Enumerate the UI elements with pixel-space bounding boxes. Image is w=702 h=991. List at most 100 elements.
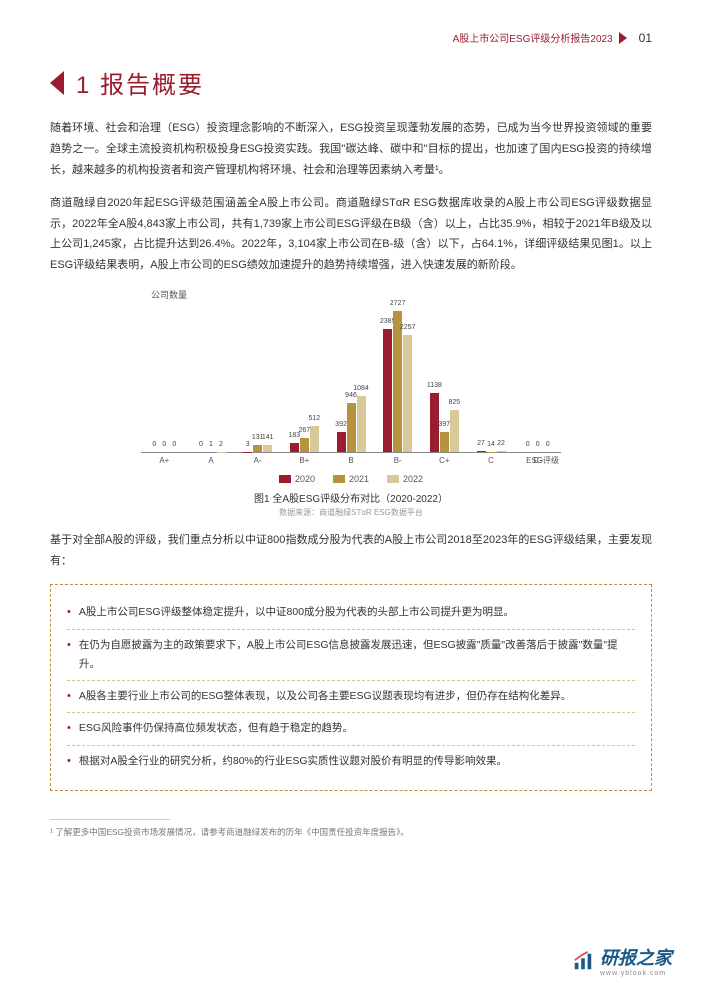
bar-group: 012 bbox=[188, 303, 235, 452]
header-arrow-icon bbox=[619, 32, 627, 44]
finding-text: ESG风险事件仍保持高位频发状态，但有趋于稳定的趋势。 bbox=[79, 719, 353, 739]
bar: 14 bbox=[487, 452, 496, 453]
finding-text: 根据对A股全行业的研究分析，约80%的行业ESG实质性议题对股价有明显的传导影响… bbox=[79, 752, 507, 772]
bar: 141 bbox=[263, 445, 272, 452]
bar-value-label: 267 bbox=[299, 427, 311, 434]
xtick-label: B- bbox=[374, 456, 421, 465]
bar: 825 bbox=[450, 410, 459, 453]
chart-area: 0000123131141183267512392946108423852727… bbox=[141, 303, 561, 453]
chart-icon bbox=[572, 950, 594, 972]
finding-text: A股上市公司ESG评级整体稳定提升，以中证800成分股为代表的头部上市公司提升更… bbox=[79, 603, 514, 623]
finding-text: 在仍为自愿披露为主的政策要求下，A股上市公司ESG信息披露发展迅速，但ESG披露… bbox=[79, 636, 635, 674]
bar: 183 bbox=[290, 443, 299, 452]
chart-container: 公司数量 00001231311411832675123929461084238… bbox=[141, 288, 561, 518]
bar: 392 bbox=[337, 432, 346, 452]
paragraph-3: 基于对全部A股的评级，我们重点分析以中证800指数成分股为代表的A股上市公司20… bbox=[50, 530, 652, 572]
bullet-icon: • bbox=[67, 636, 71, 674]
bar-value-label: 0 bbox=[162, 441, 166, 448]
bar: 131 bbox=[253, 445, 262, 452]
bar-group: 183267512 bbox=[281, 303, 328, 452]
bar: 267 bbox=[300, 438, 309, 452]
xtick-label: A+ bbox=[141, 456, 188, 465]
bar-group: 238527272257 bbox=[374, 303, 421, 452]
finding-item: • 根据对A股全行业的研究分析，约80%的行业ESG实质性议题对股价有明显的传导影… bbox=[67, 746, 635, 778]
bar: 2385 bbox=[383, 329, 392, 453]
paragraph-1: 随着环境、社会和治理（ESG）投资理念影响的不断深入，ESG投资呈现蓬勃发展的态… bbox=[50, 118, 652, 181]
watermark-text: 研报之家 bbox=[600, 944, 672, 970]
bar-value-label: 946 bbox=[345, 392, 357, 399]
header-title: A股上市公司ESG评级分析报告2023 bbox=[453, 30, 613, 45]
page: A股上市公司ESG评级分析报告2023 01 1 报告概要 随着环境、社会和治理… bbox=[0, 0, 702, 991]
bar-value-label: 0 bbox=[546, 441, 550, 448]
bar-value-label: 27 bbox=[477, 440, 485, 447]
bullet-icon: • bbox=[67, 719, 71, 739]
bar-group: 1138397825 bbox=[421, 303, 468, 452]
header-bar: A股上市公司ESG评级分析报告2023 01 bbox=[50, 30, 652, 45]
xtick-label: C bbox=[468, 456, 515, 465]
bar-value-label: 14 bbox=[487, 441, 495, 448]
bar-group: 271422 bbox=[468, 303, 515, 452]
legend-swatch bbox=[279, 475, 291, 483]
bar: 22 bbox=[497, 451, 506, 452]
bar-value-label: 825 bbox=[449, 399, 461, 406]
bar: 1138 bbox=[430, 393, 439, 452]
bar: 512 bbox=[310, 426, 319, 453]
bar-value-label: 512 bbox=[309, 415, 321, 422]
bar-value-label: 3 bbox=[246, 441, 250, 448]
watermark-text-wrap: 研报之家 www.yblook.com bbox=[600, 944, 672, 977]
findings-box: • A股上市公司ESG评级整体稳定提升，以中证800成分股为代表的头部上市公司提升… bbox=[50, 584, 652, 791]
finding-item: •在仍为自愿披露为主的政策要求下，A股上市公司ESG信息披露发展迅速，但ESG披… bbox=[67, 630, 635, 681]
chart-legend: 2020 2021 2022 bbox=[141, 474, 561, 484]
legend-swatch bbox=[387, 475, 399, 483]
bar: 2257 bbox=[403, 335, 412, 452]
legend-swatch bbox=[333, 475, 345, 483]
bar-value-label: 141 bbox=[262, 434, 274, 441]
watermark: 研报之家 www.yblook.com bbox=[572, 944, 672, 977]
bar-group: 000 bbox=[141, 303, 188, 452]
footnote-separator bbox=[50, 819, 170, 820]
bar-value-label: 397 bbox=[439, 421, 451, 428]
bar-value-label: 0 bbox=[526, 441, 530, 448]
bar-value-label: 2727 bbox=[390, 300, 406, 307]
bar: 946 bbox=[347, 403, 356, 452]
finding-item: • ESG风险事件仍保持高位频发状态，但有趋于稳定的趋势。 bbox=[67, 713, 635, 746]
xtick-label: B bbox=[328, 456, 375, 465]
legend-item: 2021 bbox=[333, 474, 369, 484]
bar-value-label: 392 bbox=[335, 421, 347, 428]
chart-xaxis: A+AA-B+BB-C+CC- bbox=[141, 456, 561, 465]
chart-xlabel: ESG评级 bbox=[526, 455, 559, 466]
bullet-icon: • bbox=[67, 752, 71, 772]
legend-item: 2020 bbox=[279, 474, 315, 484]
bullet-icon: • bbox=[67, 687, 71, 707]
section-heading: 1 报告概要 bbox=[50, 65, 652, 100]
xtick-label: C+ bbox=[421, 456, 468, 465]
bar-value-label: 2257 bbox=[400, 324, 416, 331]
chart-ylabel: 公司数量 bbox=[151, 288, 561, 301]
bar: 2727 bbox=[393, 311, 402, 452]
legend-label: 2022 bbox=[403, 474, 423, 484]
xtick-label: A bbox=[188, 456, 235, 465]
bar-value-label: 0 bbox=[536, 441, 540, 448]
legend-label: 2020 bbox=[295, 474, 315, 484]
bar-group: 000 bbox=[514, 303, 561, 452]
bar-value-label: 2 bbox=[219, 441, 223, 448]
bar-value-label: 0 bbox=[152, 441, 156, 448]
chart-source: 数据来源：商道融绿STαR ESG数据平台 bbox=[141, 507, 561, 518]
bar-group: 3929461084 bbox=[328, 303, 375, 452]
bar-group: 3131141 bbox=[234, 303, 281, 452]
watermark-url: www.yblook.com bbox=[600, 970, 672, 977]
chart-caption: 图1 全A股ESG评级分布对比（2020-2022） bbox=[141, 490, 561, 505]
xtick-label: A- bbox=[234, 456, 281, 465]
bar-value-label: 1138 bbox=[427, 382, 442, 389]
bar-value-label: 0 bbox=[199, 441, 203, 448]
paragraph-2: 商道融绿自2020年起ESG评级范围涵盖全A股上市公司。商道融绿STαR ESG… bbox=[50, 193, 652, 277]
footnote: ¹ 了解更多中国ESG投资市场发展情况，请参考商道融绿发布的历年《中国责任投资年… bbox=[50, 826, 652, 838]
chevron-left-icon bbox=[50, 71, 64, 95]
bullet-icon: • bbox=[67, 603, 71, 623]
section-title-text: 报告概要 bbox=[100, 72, 204, 99]
finding-text: A股各主要行业上市公司的ESG整体表现，以及公司各主要ESG议题表现均有进步，但… bbox=[79, 687, 571, 707]
finding-item: • A股上市公司ESG评级整体稳定提升，以中证800成分股为代表的头部上市公司提升… bbox=[67, 597, 635, 630]
bar-value-label: 1 bbox=[209, 441, 213, 448]
bar: 27 bbox=[477, 451, 486, 452]
bar-value-label: 22 bbox=[497, 440, 505, 447]
